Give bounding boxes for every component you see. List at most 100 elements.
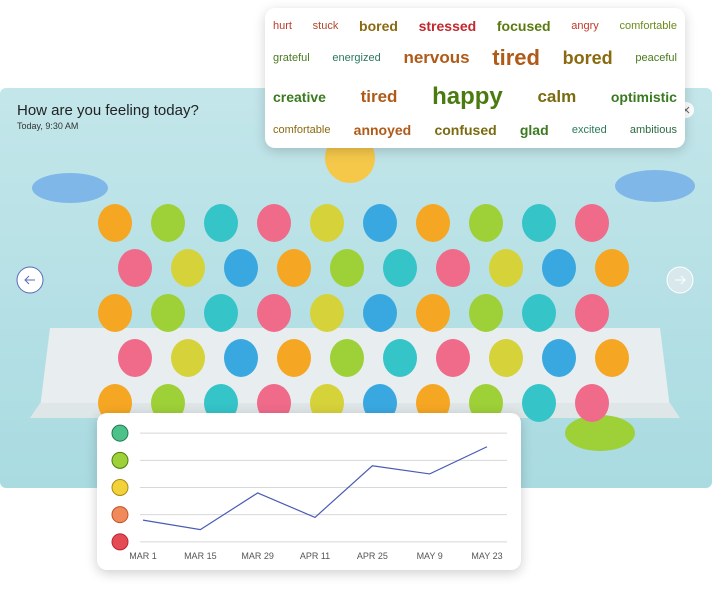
character: [489, 339, 523, 377]
x-tick-label: APR 25: [357, 551, 388, 561]
character: [469, 204, 503, 242]
word: creative: [273, 88, 326, 105]
character: [489, 249, 523, 287]
word: focused: [496, 17, 551, 34]
character: [383, 249, 417, 287]
character: [595, 249, 629, 287]
word: calm: [537, 86, 577, 106]
character: [98, 294, 132, 332]
prev-icon: [24, 275, 35, 285]
word: comfortable: [619, 19, 677, 32]
word-row: creative tired happy calm optimistic: [273, 83, 677, 111]
character: [310, 384, 344, 422]
word: peaceful: [635, 52, 677, 65]
character: [416, 294, 450, 332]
character: [151, 204, 185, 242]
character: [118, 249, 152, 287]
character: [575, 204, 609, 242]
word: hurt: [273, 19, 292, 32]
chart: MAR 1 MAR 15 MAR 29 APR 11 APR 25 MAY 9 MAY 23: [111, 424, 507, 561]
scene: [16, 102, 695, 451]
character: [277, 249, 311, 287]
word: optimistic: [610, 88, 677, 105]
x-tick-label: APR 11: [300, 551, 330, 561]
character: [575, 384, 609, 422]
x-tick-label: MAY 9: [417, 551, 443, 561]
cloud-right: [615, 170, 695, 202]
x-tick-label: MAR 1: [129, 551, 157, 561]
character: [277, 339, 311, 377]
character: [363, 384, 397, 422]
chart-card: MAR 1 MAR 15 MAR 29 APR 11 APR 25 MAY 9 MAY 23: [97, 413, 521, 570]
character: [575, 294, 609, 332]
word: stressed: [418, 17, 477, 34]
character: [204, 294, 238, 332]
next-icon: [675, 275, 686, 285]
word: nervous: [403, 48, 470, 68]
character: [118, 339, 152, 377]
subtitle: Today, 9:30 AM: [17, 121, 79, 131]
character: [310, 294, 344, 332]
word: tired: [360, 86, 398, 106]
word: confused: [434, 122, 497, 139]
word: tired: [492, 45, 540, 71]
word-row: grateful energized nervous tired bored peacef…: [273, 45, 677, 71]
character: [542, 339, 576, 377]
character: [436, 249, 470, 287]
character: [363, 204, 397, 242]
character: [257, 204, 291, 242]
word: excited: [571, 124, 607, 137]
word-row: comfortable annoyed confused glad excited amb…: [273, 122, 677, 138]
title: How are you feeling today?: [17, 102, 199, 119]
word: comfortable: [273, 124, 331, 137]
character: [330, 249, 364, 287]
cloud-left: [32, 173, 108, 203]
character: [522, 204, 556, 242]
character: [310, 204, 344, 242]
character: [151, 294, 185, 332]
y-tick-icon: [111, 451, 129, 469]
line: [142, 446, 488, 531]
word: annoyed: [353, 122, 412, 139]
word-cloud: hurt stuck bored stressed focused angry comfor…: [265, 8, 685, 148]
character: [171, 249, 205, 287]
y-tick-icon: [111, 533, 129, 551]
character: [257, 294, 291, 332]
character: [330, 339, 364, 377]
character: [436, 339, 470, 377]
character: [363, 294, 397, 332]
character: [204, 384, 238, 422]
character: [416, 204, 450, 242]
character: [542, 249, 576, 287]
word: bored: [359, 17, 398, 34]
character: [595, 339, 629, 377]
y-tick-icon: [111, 506, 129, 524]
y-tick-icon: [111, 479, 129, 496]
word: glad: [519, 122, 549, 139]
character: [224, 339, 258, 377]
character: [98, 384, 132, 422]
word: grateful: [273, 52, 310, 65]
x-tick-label: MAY 23: [471, 551, 502, 561]
word: ambitious: [629, 124, 677, 137]
word: angry: [571, 19, 599, 32]
character: [98, 204, 132, 242]
word: happy: [432, 82, 503, 110]
word-row: hurt stuck bored stressed focused angry comfor…: [273, 18, 677, 34]
character: [204, 204, 238, 242]
word: bored: [562, 47, 613, 68]
character: [469, 294, 503, 332]
x-tick-label: MAR 15: [184, 551, 217, 561]
character: [416, 384, 450, 422]
bush: [565, 415, 635, 451]
word: stuck: [312, 19, 339, 32]
character: [171, 339, 205, 377]
character: [522, 384, 556, 422]
word: energized: [332, 52, 381, 65]
character: [469, 384, 503, 422]
character: [224, 249, 258, 287]
character: [151, 384, 185, 422]
character: [522, 294, 556, 332]
x-tick-label: MAR 29: [241, 551, 274, 561]
